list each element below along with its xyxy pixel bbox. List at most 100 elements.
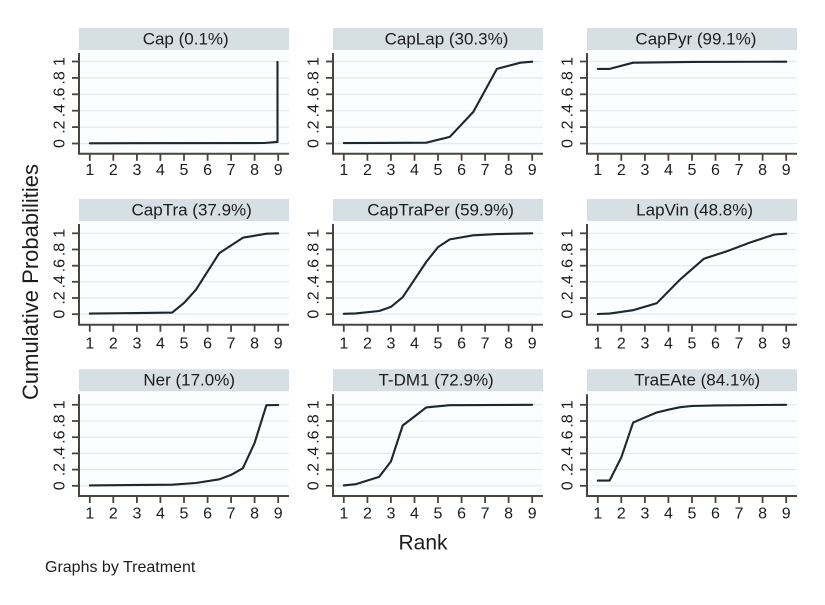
- svg-text:.4: .4: [306, 275, 323, 288]
- svg-text:2: 2: [109, 162, 118, 179]
- svg-text:7: 7: [227, 505, 236, 522]
- svg-text:9: 9: [274, 335, 283, 352]
- svg-text:.2: .2: [306, 463, 323, 476]
- svg-text:.4: .4: [560, 104, 577, 117]
- svg-text:1: 1: [52, 400, 69, 409]
- svg-text:4: 4: [664, 162, 673, 179]
- svg-text:7: 7: [735, 162, 744, 179]
- svg-text:Cumulative Probabilities: Cumulative Probabilities: [18, 164, 43, 400]
- svg-text:.8: .8: [560, 414, 577, 427]
- svg-text:7: 7: [481, 505, 490, 522]
- svg-text:.6: .6: [52, 259, 69, 272]
- svg-text:.6: .6: [306, 259, 323, 272]
- svg-text:.8: .8: [52, 71, 69, 84]
- svg-text:.4: .4: [306, 447, 323, 460]
- svg-text:.4: .4: [560, 275, 577, 288]
- svg-text:1: 1: [560, 400, 577, 409]
- svg-text:1: 1: [560, 229, 577, 238]
- svg-text:7: 7: [735, 505, 744, 522]
- svg-text:0: 0: [306, 310, 323, 319]
- svg-text:5: 5: [180, 162, 189, 179]
- svg-text:7: 7: [481, 162, 490, 179]
- svg-text:5: 5: [688, 162, 697, 179]
- svg-text:4: 4: [156, 335, 165, 352]
- svg-text:Ner (17.0%): Ner (17.0%): [143, 371, 235, 390]
- svg-text:7: 7: [735, 335, 744, 352]
- svg-text:3: 3: [386, 335, 395, 352]
- svg-text:2: 2: [109, 335, 118, 352]
- svg-text:8: 8: [758, 162, 767, 179]
- svg-text:4: 4: [156, 505, 165, 522]
- svg-text:CapTraPer (59.9%): CapTraPer (59.9%): [367, 201, 514, 220]
- svg-text:2: 2: [109, 505, 118, 522]
- svg-text:.2: .2: [52, 463, 69, 476]
- svg-text:9: 9: [782, 162, 791, 179]
- svg-text:.8: .8: [560, 243, 577, 256]
- svg-text:2: 2: [363, 335, 372, 352]
- svg-text:CapLap (30.3%): CapLap (30.3%): [385, 30, 509, 49]
- svg-text:.8: .8: [52, 243, 69, 256]
- svg-text:3: 3: [386, 162, 395, 179]
- svg-text:4: 4: [664, 505, 673, 522]
- svg-text:.8: .8: [306, 71, 323, 84]
- svg-text:1: 1: [593, 335, 602, 352]
- svg-text:6: 6: [203, 162, 212, 179]
- svg-text:.6: .6: [52, 88, 69, 101]
- svg-text:8: 8: [504, 505, 513, 522]
- svg-text:6: 6: [711, 335, 720, 352]
- svg-text:3: 3: [640, 505, 649, 522]
- svg-text:1: 1: [52, 57, 69, 66]
- svg-text:9: 9: [528, 162, 537, 179]
- svg-text:9: 9: [782, 505, 791, 522]
- svg-text:.4: .4: [306, 104, 323, 117]
- svg-text:4: 4: [410, 162, 419, 179]
- svg-text:9: 9: [528, 335, 537, 352]
- svg-text:9: 9: [528, 505, 537, 522]
- svg-text:2: 2: [617, 162, 626, 179]
- svg-text:9: 9: [782, 335, 791, 352]
- svg-text:Graphs by Treatment: Graphs by Treatment: [45, 559, 196, 576]
- svg-text:5: 5: [180, 505, 189, 522]
- svg-text:4: 4: [410, 335, 419, 352]
- svg-text:0: 0: [52, 139, 69, 148]
- svg-text:1: 1: [306, 229, 323, 238]
- svg-text:T-DM1 (72.9%): T-DM1 (72.9%): [378, 371, 493, 390]
- svg-text:4: 4: [410, 505, 419, 522]
- svg-text:5: 5: [434, 335, 443, 352]
- svg-text:.4: .4: [52, 104, 69, 117]
- svg-text:5: 5: [180, 335, 189, 352]
- svg-text:6: 6: [457, 505, 466, 522]
- svg-text:1: 1: [306, 57, 323, 66]
- svg-text:8: 8: [758, 505, 767, 522]
- svg-text:4: 4: [156, 162, 165, 179]
- svg-text:1: 1: [85, 162, 94, 179]
- svg-text:Cap (0.1%): Cap (0.1%): [143, 30, 229, 49]
- svg-text:8: 8: [504, 335, 513, 352]
- svg-text:3: 3: [640, 162, 649, 179]
- svg-text:.8: .8: [306, 243, 323, 256]
- svg-text:3: 3: [640, 335, 649, 352]
- svg-text:8: 8: [250, 162, 259, 179]
- svg-text:9: 9: [274, 162, 283, 179]
- svg-text:1: 1: [85, 505, 94, 522]
- svg-text:0: 0: [52, 481, 69, 490]
- svg-text:.6: .6: [52, 430, 69, 443]
- svg-text:.8: .8: [560, 71, 577, 84]
- svg-text:3: 3: [386, 505, 395, 522]
- svg-text:3: 3: [132, 335, 141, 352]
- svg-text:7: 7: [227, 335, 236, 352]
- svg-text:.2: .2: [306, 120, 323, 133]
- svg-text:1: 1: [560, 57, 577, 66]
- svg-text:.2: .2: [560, 120, 577, 133]
- svg-text:5: 5: [434, 162, 443, 179]
- svg-text:0: 0: [306, 481, 323, 490]
- svg-text:3: 3: [132, 162, 141, 179]
- svg-text:6: 6: [203, 505, 212, 522]
- svg-text:0: 0: [52, 310, 69, 319]
- svg-text:1: 1: [593, 505, 602, 522]
- svg-text:.8: .8: [52, 414, 69, 427]
- svg-text:.2: .2: [306, 291, 323, 304]
- svg-text:0: 0: [560, 481, 577, 490]
- svg-text:8: 8: [758, 335, 767, 352]
- svg-text:1: 1: [306, 400, 323, 409]
